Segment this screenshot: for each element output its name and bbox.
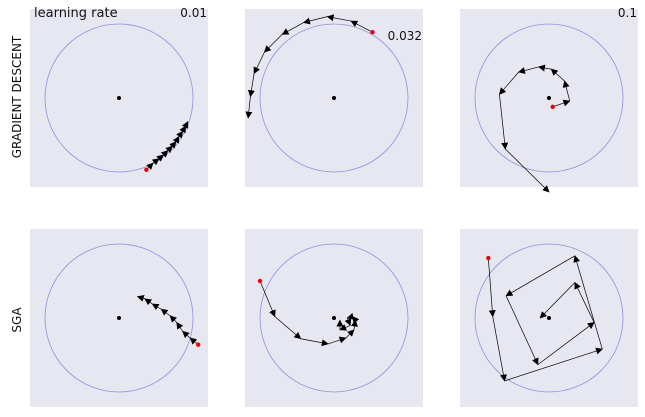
trajectory-arrow: [253, 51, 265, 75]
learning-rate-title: learning rate: [34, 6, 118, 21]
panel-sga-0.1: [460, 229, 638, 407]
origin-point: [332, 316, 336, 320]
trajectory-arrow: [182, 330, 191, 339]
trajectory-arrow: [562, 80, 571, 102]
trajectory-arrow: [350, 20, 373, 33]
trajectory-arrow: [550, 68, 565, 82]
trajectory-arrow: [346, 312, 355, 320]
trajectory-arrow: [136, 294, 146, 302]
unit-circle: [474, 243, 624, 393]
row-label-gradient-descent: GRADIENT DESCENT: [10, 35, 24, 158]
unit-circle: [259, 243, 409, 393]
trajectory-arrow: [539, 282, 576, 319]
trajectory-arrow: [259, 280, 276, 318]
unit-circle: [44, 243, 194, 393]
panel-gd-0.032: [245, 9, 423, 187]
trajectory-arrow: [505, 148, 550, 193]
start-point: [257, 278, 263, 284]
trajectory-arrow: [247, 73, 255, 98]
trajectory-arrow: [492, 316, 507, 382]
trajectory-arrow: [505, 255, 576, 297]
trajectory-arrow: [345, 329, 355, 339]
unit-circle: [44, 23, 194, 173]
trajectory-arrow: [176, 321, 184, 332]
trajectory-arrow: [326, 14, 352, 22]
unit-circle: [474, 23, 624, 173]
trajectory-arrow: [487, 258, 496, 318]
trajectory-arrow: [263, 34, 283, 53]
trajectory-arrow: [537, 322, 595, 365]
trajectory-arrow: [339, 324, 351, 331]
trajectory-arrow: [327, 336, 347, 345]
trajectory-arrow: [552, 99, 571, 108]
start-point: [550, 104, 555, 110]
trajectory-arrow: [274, 316, 302, 340]
unit-circle: [259, 23, 409, 173]
trajectory-arrow: [300, 338, 329, 347]
trajectory-arrow: [169, 315, 177, 323]
trajectory-arrow: [504, 347, 603, 382]
row-label-sga: SGA: [10, 307, 24, 333]
trajectory-arrow: [517, 66, 539, 74]
trajectory-arrow: [151, 303, 162, 311]
origin-point: [332, 96, 336, 100]
origin-point: [117, 316, 121, 320]
learning-rate-value-1: 0.032: [388, 29, 422, 43]
trajectory-arrow: [281, 22, 304, 35]
trajectory-arrow: [160, 308, 171, 317]
trajectory-arrow: [245, 96, 253, 119]
panel-sga-0.032: [245, 229, 423, 407]
trajectory-arrow: [537, 64, 552, 72]
start-point: [144, 167, 149, 172]
trajectory-arrow: [499, 94, 509, 150]
trajectory-arrow: [573, 255, 603, 350]
trajectory-arrow: [344, 317, 352, 327]
panel-gd-0.1: [460, 9, 638, 193]
trajectory-arrow: [181, 121, 189, 129]
trajectory-arrow: [574, 281, 595, 323]
trajectory-arrow: [498, 71, 519, 95]
panels-layer: [30, 9, 638, 407]
learning-rate-value-2: 0.1: [618, 6, 637, 20]
start-point: [486, 255, 491, 261]
origin-point: [117, 96, 121, 100]
panel-gd-0.01: [30, 9, 208, 187]
trajectory-arrow: [505, 295, 539, 366]
origin-point: [547, 316, 551, 320]
start-point: [195, 342, 201, 347]
origin-point: [547, 96, 551, 100]
trajectory-arrow: [302, 16, 328, 25]
trajectory-arrow: [144, 298, 153, 306]
panel-sga-0.01: [30, 229, 208, 407]
start-point: [370, 29, 375, 35]
learning-rate-value-0: 0.01: [180, 6, 207, 20]
